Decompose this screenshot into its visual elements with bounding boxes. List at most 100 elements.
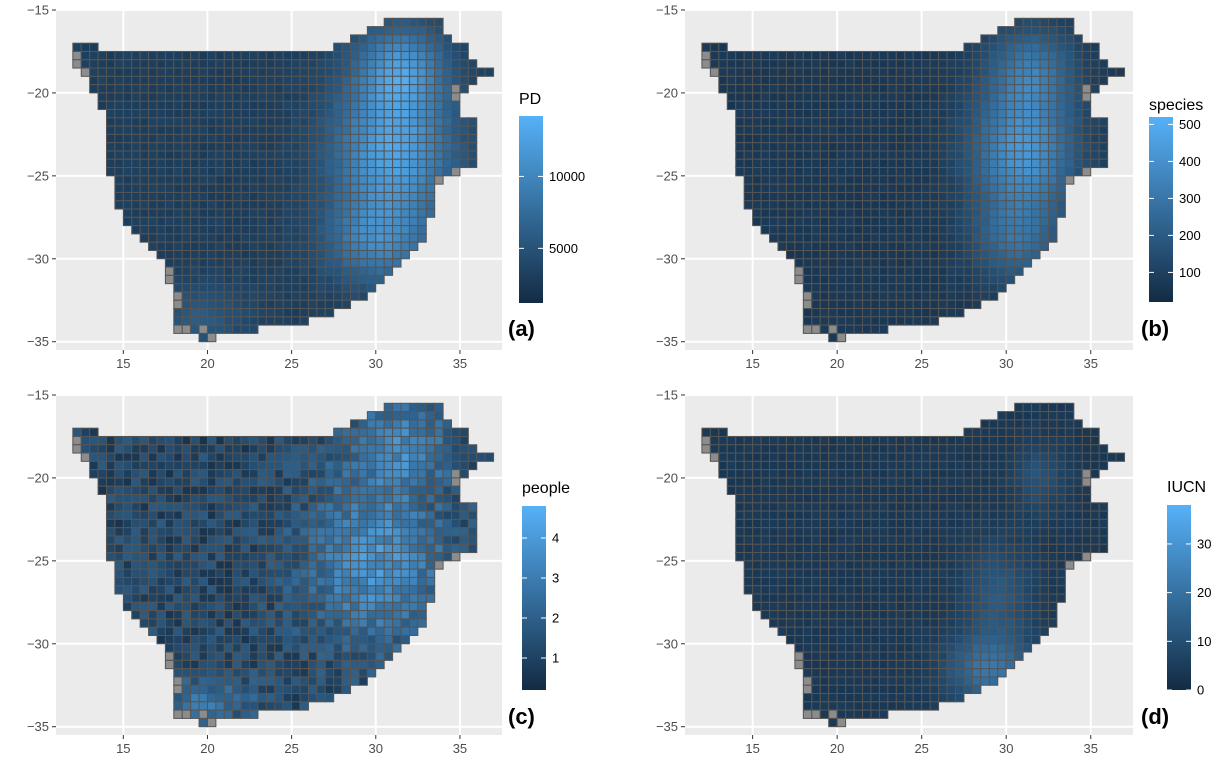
grid-cell xyxy=(879,85,887,93)
grid-cell xyxy=(367,544,375,552)
grid-cell xyxy=(879,292,887,300)
grid-cell xyxy=(182,176,190,184)
grid-cell xyxy=(753,602,761,610)
grid-cell xyxy=(165,660,173,668)
grid-cell xyxy=(955,553,963,561)
grid-cell xyxy=(1015,519,1023,527)
grid-cell xyxy=(1032,420,1040,428)
grid-cell xyxy=(981,110,989,118)
grid-cell xyxy=(351,51,359,59)
grid-cell xyxy=(1048,168,1056,176)
grid-cell xyxy=(1082,478,1090,486)
grid-cell xyxy=(342,486,350,494)
grid-cell xyxy=(812,436,820,444)
grid-cell xyxy=(435,159,443,167)
grid-cell xyxy=(182,577,190,585)
grid-cell xyxy=(846,143,854,151)
grid-cell xyxy=(905,577,913,585)
grid-cell xyxy=(1082,68,1090,76)
grid-cell xyxy=(1015,611,1023,619)
grid-cell xyxy=(393,192,401,200)
grid-cell xyxy=(300,143,308,151)
grid-cell xyxy=(81,428,89,436)
grid-cell xyxy=(947,611,955,619)
grid-cell xyxy=(106,168,114,176)
grid-cell xyxy=(275,292,283,300)
grid-cell xyxy=(216,461,224,469)
grid-cell xyxy=(207,85,215,93)
grid-cell xyxy=(829,284,837,292)
grid-cell xyxy=(778,68,786,76)
grid-cell xyxy=(115,126,123,134)
grid-cell xyxy=(275,110,283,118)
grid-cell xyxy=(1082,553,1090,561)
grid-cell xyxy=(334,110,342,118)
grid-cell xyxy=(820,611,828,619)
grid-cell xyxy=(376,234,384,242)
grid-cell xyxy=(241,275,249,283)
grid-cell xyxy=(913,275,921,283)
grid-cell xyxy=(140,143,148,151)
grid-cell xyxy=(241,184,249,192)
grid-cell xyxy=(1048,201,1056,209)
grid-cell xyxy=(879,569,887,577)
grid-cell xyxy=(939,602,947,610)
grid-cell xyxy=(998,159,1006,167)
grid-cell xyxy=(376,495,384,503)
grid-cell xyxy=(132,85,140,93)
grid-cell xyxy=(216,201,224,209)
grid-cell xyxy=(896,470,904,478)
grid-cell xyxy=(199,51,207,59)
grid-cell xyxy=(393,644,401,652)
grid-cell xyxy=(292,226,300,234)
grid-cell xyxy=(879,619,887,627)
grid-cell xyxy=(1048,217,1056,225)
grid-cell xyxy=(308,652,316,660)
grid-cell xyxy=(770,184,778,192)
grid-cell xyxy=(149,594,157,602)
grid-cell xyxy=(199,309,207,317)
grid-cell xyxy=(207,284,215,292)
grid-cell xyxy=(182,110,190,118)
grid-cell xyxy=(199,461,207,469)
grid-cell xyxy=(1065,478,1073,486)
grid-cell xyxy=(1032,569,1040,577)
grid-cell xyxy=(98,478,106,486)
grid-cell xyxy=(199,209,207,217)
y-tick-label: −20 xyxy=(656,85,678,100)
grid-cell xyxy=(905,284,913,292)
grid-cell xyxy=(989,428,997,436)
grid-cell xyxy=(418,35,426,43)
grid-cell xyxy=(955,461,963,469)
grid-cell xyxy=(435,43,443,51)
grid-cell xyxy=(351,453,359,461)
grid-cell xyxy=(778,126,786,134)
grid-cell xyxy=(317,151,325,159)
grid-cell xyxy=(989,577,997,585)
grid-cell xyxy=(224,602,232,610)
grid-cell xyxy=(325,594,333,602)
grid-cell xyxy=(837,101,845,109)
grid-cell xyxy=(165,544,173,552)
grid-cell xyxy=(418,594,426,602)
grid-cell xyxy=(384,192,392,200)
grid-cell xyxy=(182,284,190,292)
grid-cell xyxy=(727,101,735,109)
grid-cell xyxy=(803,151,811,159)
grid-cell xyxy=(998,503,1006,511)
grid-cell xyxy=(367,428,375,436)
grid-cell xyxy=(1023,93,1031,101)
grid-cell xyxy=(174,436,182,444)
grid-cell xyxy=(1040,168,1048,176)
grid-cell xyxy=(812,217,820,225)
grid-cell xyxy=(106,134,114,142)
grid-cell xyxy=(778,143,786,151)
grid-cell xyxy=(182,267,190,275)
grid-cell xyxy=(989,453,997,461)
grid-cell xyxy=(998,470,1006,478)
grid-cell xyxy=(460,68,468,76)
grid-cell xyxy=(812,577,820,585)
grid-cell xyxy=(191,209,199,217)
grid-cell xyxy=(770,586,778,594)
